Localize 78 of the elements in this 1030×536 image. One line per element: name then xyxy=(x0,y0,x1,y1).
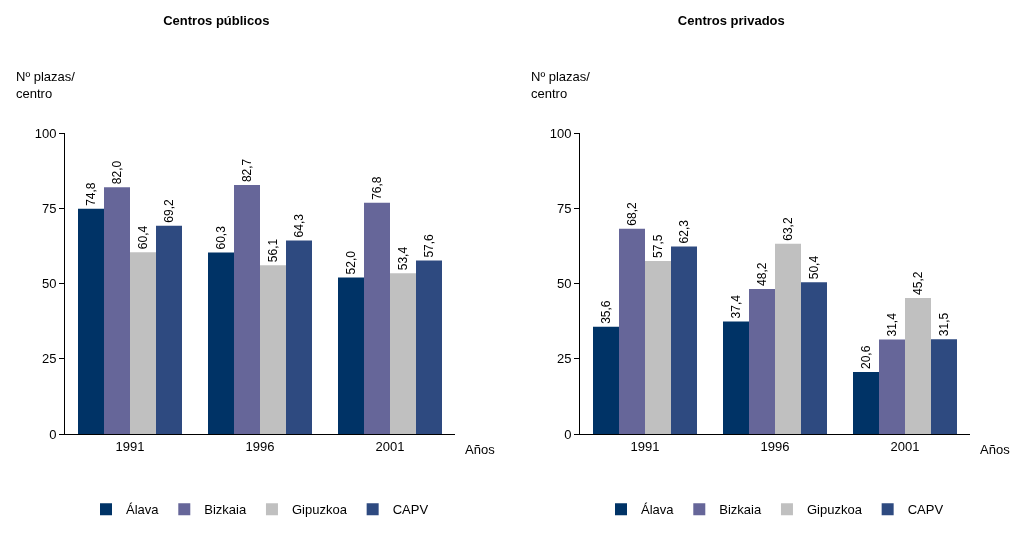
bar xyxy=(593,326,619,434)
bar xyxy=(645,260,671,434)
bar xyxy=(671,246,697,434)
data-label: 20,6 xyxy=(859,345,873,369)
bar xyxy=(775,243,801,434)
data-label: 37,4 xyxy=(729,294,743,319)
data-label: 57,6 xyxy=(422,233,436,258)
y-tick-label: 100 xyxy=(34,125,57,141)
legend-label: Bizkaia xyxy=(204,502,247,518)
data-label: 60,4 xyxy=(136,225,150,250)
data-label: 52,0 xyxy=(344,250,358,275)
bar xyxy=(364,202,390,434)
y-tick-label: 25 xyxy=(556,351,572,367)
data-label: 68,2 xyxy=(625,202,639,226)
bar xyxy=(260,265,286,434)
bar xyxy=(286,240,312,434)
bar xyxy=(104,187,130,434)
x-tick-label: 1991 xyxy=(115,438,145,454)
data-label: 60,3 xyxy=(214,225,228,250)
y-tick-label: 0 xyxy=(49,426,57,442)
y-tick-label: 50 xyxy=(41,276,57,292)
bar xyxy=(801,282,827,434)
bar xyxy=(78,208,104,434)
bar xyxy=(130,252,156,434)
y-tick-label: 75 xyxy=(41,200,57,216)
bar xyxy=(905,297,931,434)
bar xyxy=(749,288,775,434)
x-tick-label: 2001 xyxy=(375,438,405,454)
legend-label: CAPV xyxy=(392,502,429,518)
x-tick-label: 2001 xyxy=(890,438,920,454)
data-label: 82,0 xyxy=(110,160,124,185)
bar xyxy=(723,321,749,434)
x-tick-label: 1996 xyxy=(760,438,790,454)
data-label: 48,2 xyxy=(755,262,769,286)
bar xyxy=(853,371,879,434)
x-tick-label: 1991 xyxy=(630,438,660,454)
legend-label: Gipuzkoa xyxy=(806,502,863,518)
data-label: 57,5 xyxy=(651,234,665,258)
data-label: 50,4 xyxy=(807,255,821,280)
bar xyxy=(879,339,905,434)
data-label: 69,2 xyxy=(162,199,176,223)
data-label: 35,6 xyxy=(599,300,613,324)
bar xyxy=(156,225,182,434)
data-label: 31,5 xyxy=(937,312,951,337)
bar xyxy=(234,185,260,434)
bar xyxy=(931,339,957,434)
legend-label: CAPV xyxy=(907,502,944,518)
y-tick-label: 25 xyxy=(41,351,57,367)
legend-label: Bizkaia xyxy=(719,502,762,518)
data-label: 63,2 xyxy=(781,217,795,241)
bar xyxy=(390,273,416,434)
y-axis-title: Nº plazas/ centro xyxy=(16,69,76,101)
data-label: 53,4 xyxy=(396,246,410,271)
data-label: 56,1 xyxy=(266,238,280,263)
bar xyxy=(338,277,364,434)
y-tick-label: 0 xyxy=(564,426,572,442)
y-tick-label: 50 xyxy=(556,276,572,292)
data-label: 74,8 xyxy=(84,182,98,206)
data-label: 76,8 xyxy=(370,176,384,200)
data-label: 62,3 xyxy=(677,219,691,244)
bar xyxy=(208,252,234,434)
legend-label: Álava xyxy=(641,502,675,518)
data-label: 45,2 xyxy=(911,271,925,295)
x-axis-title: Años xyxy=(980,442,1011,457)
x-tick-label: 1996 xyxy=(245,438,275,454)
legend-label: Gipuzkoa xyxy=(291,502,348,518)
data-label: 64,3 xyxy=(292,213,306,238)
legend-label: Álava xyxy=(126,502,160,518)
data-label: 31,4 xyxy=(885,312,899,337)
data-label: 82,7 xyxy=(240,158,254,183)
y-axis-title: Nº plazas/ centro xyxy=(531,69,591,101)
x-axis-title: Años xyxy=(465,442,496,457)
y-tick-label: 75 xyxy=(556,200,572,216)
bar xyxy=(416,260,442,434)
chart-title: Centros públicos xyxy=(163,13,270,29)
y-tick-label: 100 xyxy=(549,125,572,141)
chart-title: Centros privados xyxy=(677,13,785,29)
bar xyxy=(619,228,645,434)
